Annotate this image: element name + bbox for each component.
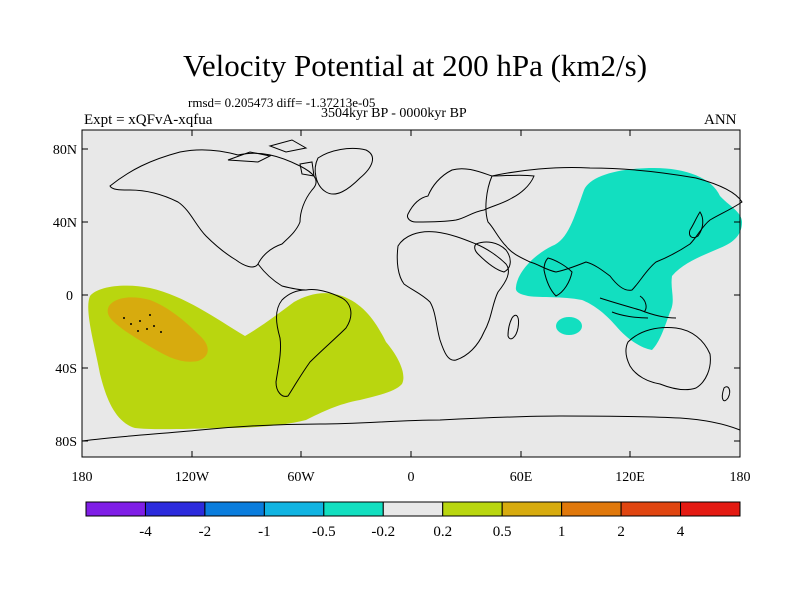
colorbar-label: 0.2 — [433, 524, 452, 540]
colorbar-label: -2 — [199, 524, 212, 540]
lon-label: 120W — [175, 470, 210, 485]
colorbar-label: 4 — [677, 524, 685, 540]
colorbar-swatch — [620, 501, 682, 517]
coast-arabia — [474, 241, 511, 273]
experiment-label: Expt = xQFvA-xqfua — [84, 112, 213, 128]
longitude-labels: 180 120W 60W 0 60E 120E 180 — [72, 470, 751, 485]
lon-label: 60W — [287, 470, 315, 485]
colorbar-label: 0.5 — [493, 524, 512, 540]
core-anomaly-region — [107, 297, 208, 362]
stippling — [123, 314, 162, 333]
lat-label: 80S — [55, 435, 77, 450]
colorbar-swatch — [501, 501, 563, 517]
colorbar-swatch — [382, 501, 444, 517]
colorbar-label: -4 — [139, 524, 152, 540]
coastlines — [81, 139, 743, 442]
period-text: 3504kyr BP - 0000kyr BP — [321, 106, 467, 121]
coast-arctic-islands — [227, 139, 315, 177]
negative-anomaly-island-region — [556, 317, 582, 335]
colorbar-label: -0.2 — [371, 524, 395, 540]
coast-antarctica — [81, 415, 741, 442]
lon-label: 0 — [408, 470, 415, 485]
coast-indonesia — [599, 295, 677, 319]
coast-india — [543, 257, 573, 297]
coast-madagascar — [507, 314, 519, 340]
coast-south-america — [275, 289, 352, 397]
colorbar — [85, 501, 741, 517]
latitude-labels: 80N 40N 0 40S 80S — [53, 143, 77, 450]
colorbar-swatch — [85, 501, 146, 517]
stats-text: rmsd= 0.205473 diff= -1.37213e-05 — [188, 95, 376, 110]
coast-greenland — [314, 147, 374, 195]
colorbar-swatch — [680, 501, 741, 517]
colorbar-label: 2 — [617, 524, 625, 540]
plot-title: Velocity Potential at 200 hPa (km2/s) — [182, 48, 648, 83]
lat-label: 0 — [66, 289, 73, 304]
colorbar-swatch — [442, 501, 503, 517]
negative-anomaly-region — [515, 168, 742, 350]
coast-new-zealand — [721, 386, 731, 402]
lon-label: 120E — [615, 470, 645, 485]
longitude-axis — [81, 130, 741, 457]
colorbar-swatch — [323, 501, 384, 517]
colorbar-swatch — [561, 501, 622, 517]
lat-label: 40N — [53, 216, 77, 231]
latitude-axis — [82, 148, 740, 442]
coast-europe — [407, 168, 535, 223]
colorbar-swatch — [204, 501, 265, 517]
colorbar-label: -0.5 — [312, 524, 336, 540]
lon-label: 180 — [730, 470, 751, 485]
season-label: ANN — [704, 112, 737, 128]
coast-central-america — [257, 263, 307, 291]
coast-australia — [625, 327, 711, 391]
lon-label: 60E — [510, 470, 533, 485]
coast-asia — [485, 166, 743, 291]
lon-label: 180 — [72, 470, 93, 485]
lat-label: 40S — [55, 362, 77, 377]
coast-africa — [396, 231, 509, 361]
colorbar-labels: -4 -2 -1 -0.5 -0.2 0.2 0.5 1 2 4 — [139, 524, 685, 540]
colorbar-label: 1 — [558, 524, 566, 540]
colorbar-swatch — [144, 501, 206, 517]
colorbar-swatch — [263, 501, 325, 517]
lat-label: 80N — [53, 143, 77, 158]
coast-north-america — [109, 149, 317, 268]
coast-japan — [689, 211, 704, 239]
colorbar-label: -1 — [258, 524, 271, 540]
